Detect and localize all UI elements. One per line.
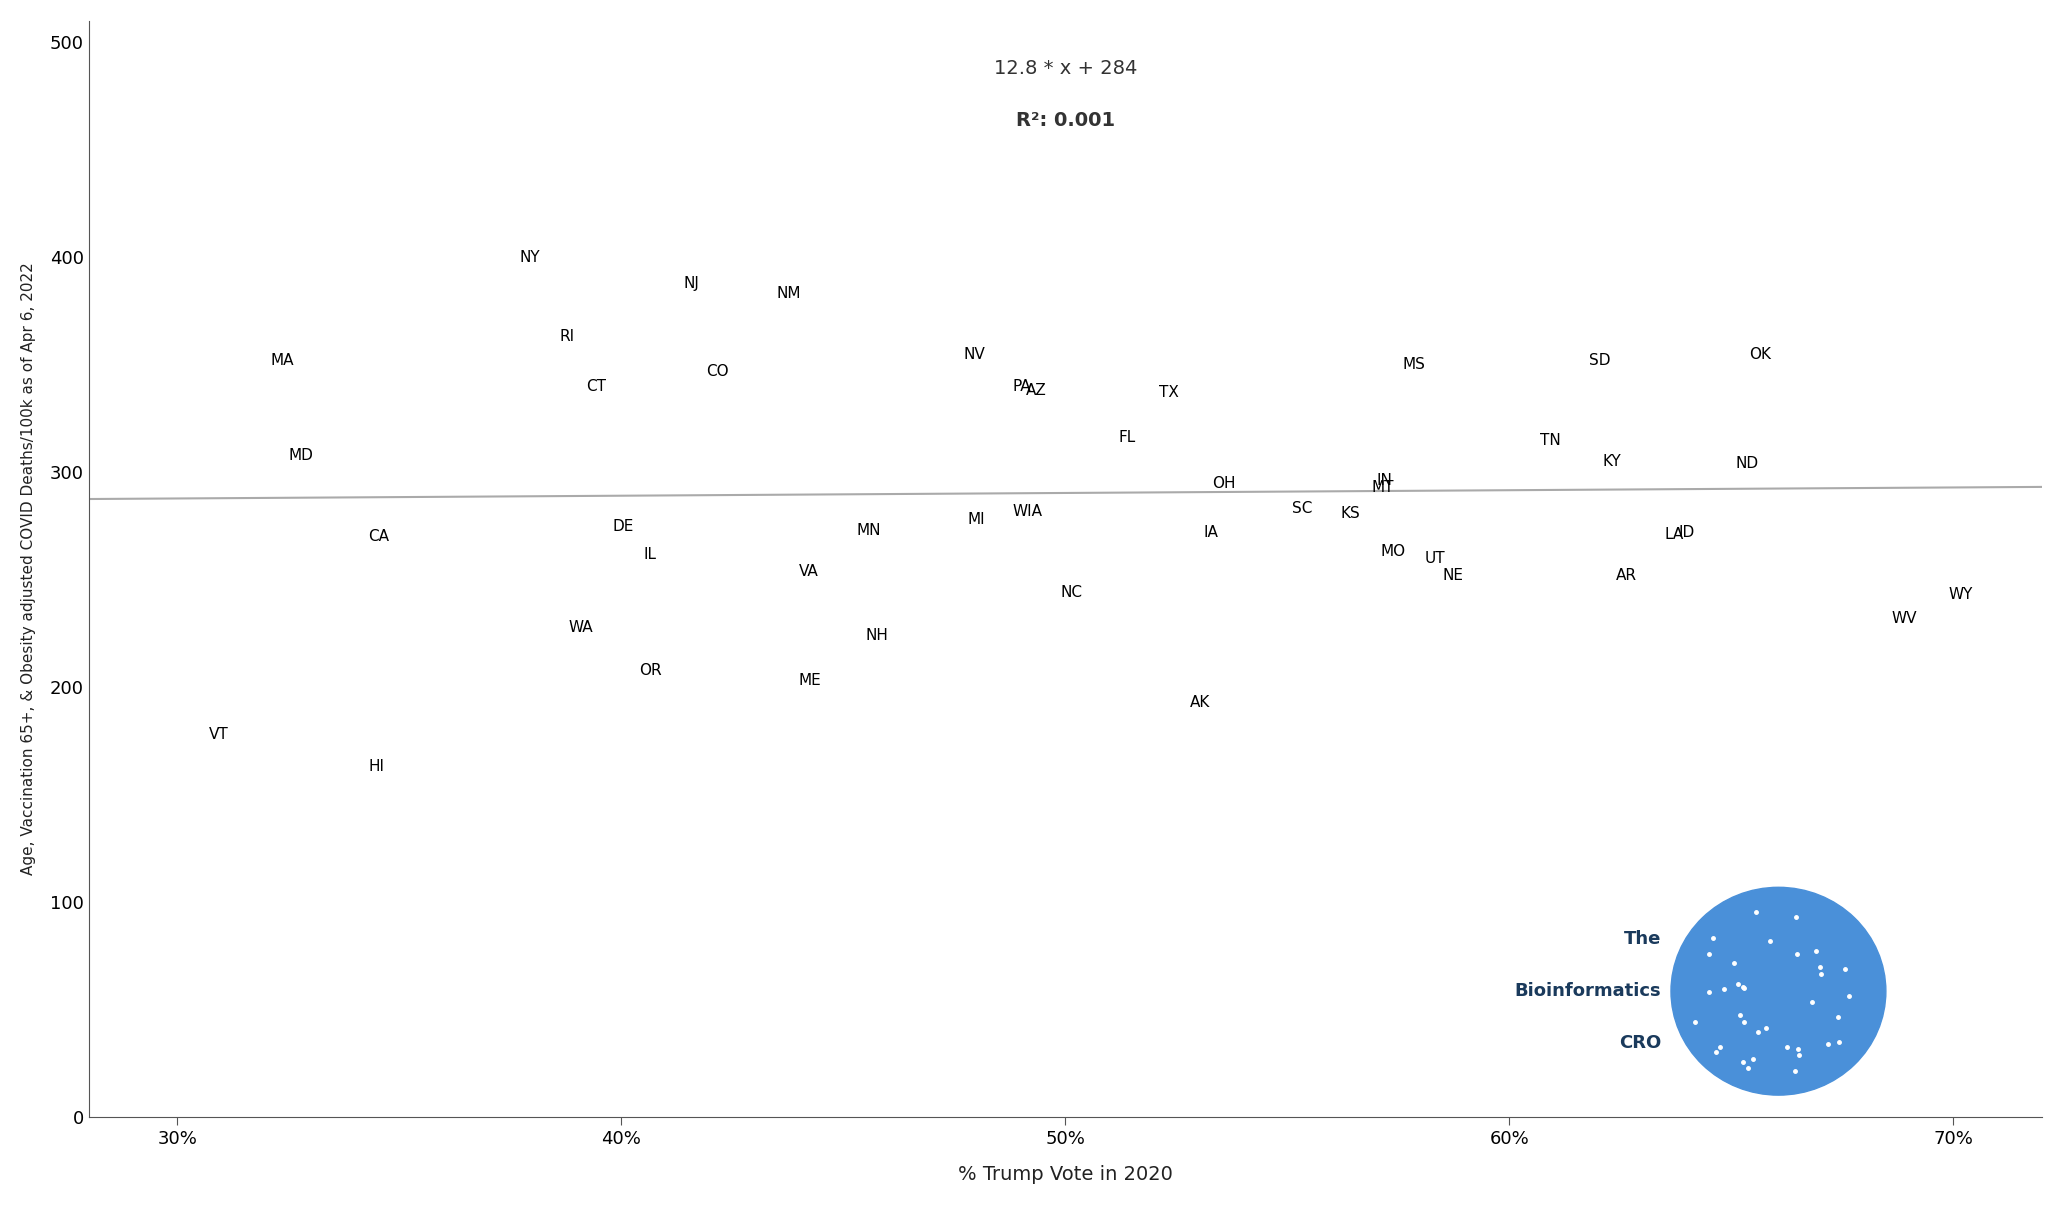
Text: VA: VA [798, 564, 819, 578]
Text: KS: KS [1341, 506, 1360, 521]
Text: NE: NE [1442, 568, 1465, 583]
Text: OH: OH [1211, 476, 1236, 490]
Text: OR: OR [640, 663, 662, 677]
Text: UT: UT [1426, 551, 1446, 566]
Text: The: The [1624, 930, 1661, 948]
Text: DE: DE [613, 518, 633, 534]
Text: TN: TN [1541, 433, 1562, 447]
Text: WIA: WIA [1013, 504, 1042, 518]
Text: AZ: AZ [1025, 383, 1046, 398]
Text: MI: MI [968, 512, 986, 527]
Text: LA: LA [1665, 527, 1683, 542]
Text: SC: SC [1291, 501, 1312, 517]
Text: CO: CO [706, 364, 728, 378]
Text: IL: IL [644, 547, 656, 562]
Text: CA: CA [369, 529, 390, 545]
Text: MA: MA [270, 353, 295, 368]
Text: IN: IN [1376, 474, 1393, 488]
Text: MD: MD [289, 447, 314, 463]
Text: WA: WA [567, 619, 592, 635]
Text: NM: NM [778, 287, 800, 301]
Text: WY: WY [1950, 587, 1974, 602]
Text: 12.8 * x + 284: 12.8 * x + 284 [994, 59, 1137, 78]
Text: NJ: NJ [683, 276, 699, 290]
Text: NV: NV [963, 347, 984, 362]
Ellipse shape [1671, 887, 1886, 1095]
Text: PA: PA [1013, 378, 1032, 394]
Text: ID: ID [1677, 525, 1694, 540]
Text: AK: AK [1190, 695, 1211, 710]
Text: ND: ND [1735, 457, 1760, 471]
Y-axis label: Age, Vaccination 65+, & Obesity adjusted COVID Deaths/100k as of Apr 6, 2022: Age, Vaccination 65+, & Obesity adjusted… [21, 263, 35, 876]
Text: WV: WV [1892, 611, 1917, 627]
Text: TX: TX [1159, 386, 1178, 400]
Text: R²: 0.001: R²: 0.001 [1015, 111, 1114, 130]
Text: MO: MO [1380, 545, 1405, 559]
Text: AR: AR [1615, 568, 1636, 583]
Text: NY: NY [520, 249, 541, 265]
Text: CRO: CRO [1619, 1034, 1661, 1052]
Text: RI: RI [559, 329, 574, 345]
Text: HI: HI [369, 759, 384, 775]
Text: MT: MT [1372, 480, 1395, 495]
Text: MN: MN [856, 523, 881, 537]
Text: VT: VT [208, 727, 229, 742]
Text: ME: ME [798, 674, 821, 688]
Text: SD: SD [1589, 353, 1611, 368]
Text: IA: IA [1203, 525, 1217, 540]
Text: CT: CT [586, 378, 607, 394]
Text: FL: FL [1118, 430, 1137, 446]
X-axis label: % Trump Vote in 2020: % Trump Vote in 2020 [957, 1165, 1172, 1185]
Text: KY: KY [1603, 454, 1622, 469]
Text: OK: OK [1749, 347, 1772, 362]
Text: Bioinformatics: Bioinformatics [1514, 982, 1661, 1000]
Text: NH: NH [866, 628, 889, 643]
Text: MS: MS [1403, 358, 1426, 372]
Text: NC: NC [1060, 586, 1083, 600]
